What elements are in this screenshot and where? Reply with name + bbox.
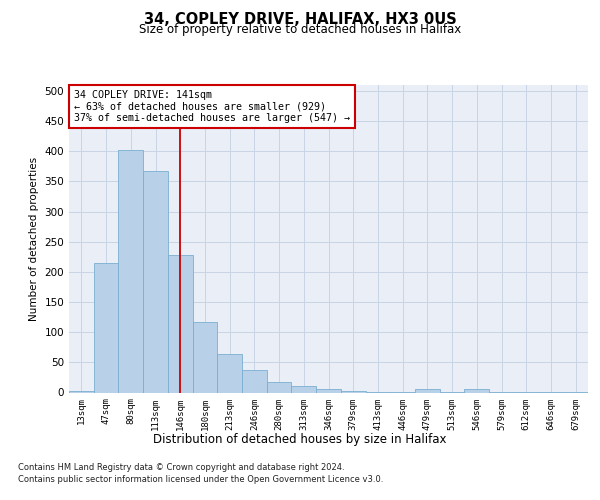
Bar [118, 150, 143, 392]
Bar [143, 170, 168, 392]
Bar [292, 386, 316, 392]
Text: 34 COPLEY DRIVE: 141sqm
← 63% of detached houses are smaller (929)
37% of semi-d: 34 COPLEY DRIVE: 141sqm ← 63% of detache… [74, 90, 350, 123]
Bar [217, 354, 242, 393]
Text: 34, COPLEY DRIVE, HALIFAX, HX3 0US: 34, COPLEY DRIVE, HALIFAX, HX3 0US [143, 12, 457, 28]
Bar [168, 255, 193, 392]
Bar [94, 264, 118, 392]
Y-axis label: Number of detached properties: Number of detached properties [29, 156, 39, 321]
Text: Distribution of detached houses by size in Halifax: Distribution of detached houses by size … [153, 432, 447, 446]
Bar [242, 370, 267, 392]
Bar [316, 389, 341, 392]
Bar [464, 389, 489, 392]
Text: Contains HM Land Registry data © Crown copyright and database right 2024.: Contains HM Land Registry data © Crown c… [18, 464, 344, 472]
Text: Size of property relative to detached houses in Halifax: Size of property relative to detached ho… [139, 24, 461, 36]
Bar [267, 382, 292, 392]
Bar [415, 389, 440, 392]
Bar [193, 322, 217, 392]
Text: Contains public sector information licensed under the Open Government Licence v3: Contains public sector information licen… [18, 475, 383, 484]
